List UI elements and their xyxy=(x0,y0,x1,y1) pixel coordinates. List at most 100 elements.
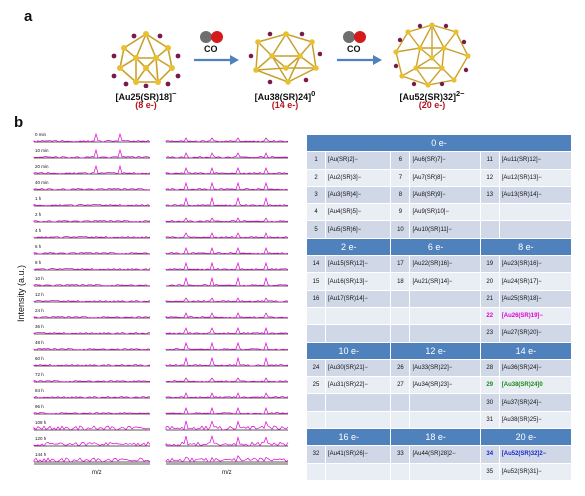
table-row: 25 [Au31(SR)22]− 27 [Au34(SR)23]− 29 [Au… xyxy=(306,376,573,395)
table-cell: 6 xyxy=(390,151,411,170)
time-label: 12 h xyxy=(35,292,44,297)
table-cell xyxy=(409,462,481,481)
table-cell: [Au16(SR)13]− xyxy=(324,272,392,291)
table-header-row: 16 e- 18 e- 20 e- xyxy=(305,428,573,447)
table-cell: [Au23(SR)16]− xyxy=(498,255,573,274)
table-cell: 27 xyxy=(390,376,411,395)
table-row: 5 [Au5(SR)6]− 10 [Au10(SR)11]− xyxy=(306,220,573,239)
spectrum-trace xyxy=(165,455,289,463)
table-cell xyxy=(390,410,411,430)
table-cell: [Au8(SR)9]− xyxy=(409,185,481,205)
spectrum-trace xyxy=(33,380,151,383)
spectrum-trace xyxy=(165,166,289,175)
time-label: 60 h xyxy=(35,356,44,361)
table-cell xyxy=(324,324,392,343)
time-label: 8 h xyxy=(35,260,42,265)
table-header-cell: 14 e- xyxy=(479,341,573,360)
table-row: 22 [Au26(SR)19]− xyxy=(306,306,573,326)
table-cell-highlight: [Au52(SR)32]2− xyxy=(498,445,573,464)
spectrum-trace xyxy=(33,363,151,367)
table-header-cell: 12 e- xyxy=(390,341,481,360)
table-header-cell: 0 e- xyxy=(306,133,572,153)
table-cell-highlight: [Au38(SR)24]0 xyxy=(498,376,573,395)
spectrum-trace xyxy=(165,356,289,367)
spectrum-trace xyxy=(33,441,151,447)
table-cell: 18 xyxy=(390,272,411,291)
table-cell: [Au15(SR)12]− xyxy=(324,255,392,274)
table-row: 23 [Au27(SR)20]− xyxy=(306,324,573,343)
table-header-cell: 8 e- xyxy=(479,237,573,257)
time-label: 10 h xyxy=(35,276,44,281)
spectrum-trace xyxy=(33,252,151,255)
spectrum-trace xyxy=(165,392,289,399)
table-cell xyxy=(498,203,573,222)
spectrum-trace xyxy=(165,341,289,351)
table-cell xyxy=(324,393,392,412)
co-molecule-icon xyxy=(343,31,366,43)
spectrum-trace xyxy=(165,420,289,431)
table-cell: [Au44(SR)28]2− xyxy=(409,445,481,464)
table-header-cell: 18 e- xyxy=(390,428,481,447)
spectrum-trace xyxy=(165,196,289,207)
table-cell: [Au25(SR)18]− xyxy=(498,289,573,308)
spectrum-trace xyxy=(33,425,151,431)
table-cell xyxy=(498,220,573,239)
table-cell: 15 xyxy=(306,272,326,291)
table-cell xyxy=(390,306,411,326)
time-label: 1 h xyxy=(35,196,42,201)
x-axis-label-right: m/z xyxy=(222,470,232,476)
table-row: 15 [Au16(SR)13]− 18 [Au21(SR)14]− 20 [Au… xyxy=(306,272,573,291)
spectrum-trace xyxy=(165,137,289,143)
time-label: 144 h xyxy=(35,452,47,457)
table-cell: [Au3(SR)4]− xyxy=(324,185,392,205)
right-arrow-icon xyxy=(194,55,239,65)
table-cell xyxy=(306,324,326,343)
spectrum-trace xyxy=(165,181,289,191)
spectrum-trace xyxy=(33,395,151,399)
spectrum-trace xyxy=(165,217,289,223)
table-cell-highlight: 22 xyxy=(479,306,500,326)
table-cell: [Au22(SR)16]− xyxy=(409,255,481,274)
table-row: 4 [Au4(SR)5]− 9 [Au9(SR)10]− xyxy=(306,203,573,222)
table-cell: [Au9(SR)10]− xyxy=(409,203,481,222)
time-label: 24 h xyxy=(35,308,44,313)
table-cell: 19 xyxy=(479,255,500,274)
table-cell: 5 xyxy=(306,220,326,239)
table-cell: 9 xyxy=(390,203,411,222)
time-label: 108 h xyxy=(35,420,47,425)
x-axis-label-left: m/z xyxy=(92,470,102,476)
spectrum-trace xyxy=(33,348,151,351)
spectrum-trace xyxy=(165,434,289,447)
table-cell: [Au13(SR)14]− xyxy=(498,185,573,205)
table-cell: 8 xyxy=(390,185,411,205)
y-axis-label: Intensity (a.u.) xyxy=(16,264,26,322)
table-cell: [Au36(SR)24]− xyxy=(498,358,573,378)
table-cell-highlight: 29 xyxy=(479,376,500,395)
spectrum-trace xyxy=(165,377,289,383)
assignment-table: 0 e- 1 [Au(SR)2]− 6 [Au6(SR)7]− 11 [Au11… xyxy=(305,133,573,481)
cluster-2-electrons: (14 e-) xyxy=(271,100,299,110)
table-cell: 11 xyxy=(479,151,500,170)
table-cell xyxy=(479,220,500,239)
spectrum-trace xyxy=(33,235,151,239)
table-cell xyxy=(390,289,411,308)
table-cell: [Au4(SR)5]− xyxy=(324,203,392,222)
table-row: 32 [Au41(SR)26]− 33 [Au44(SR)28]2− 34 [A… xyxy=(306,445,573,464)
table-cell: [Au41(SR)26]− xyxy=(324,445,392,464)
table-row: 14 [Au15(SR)12]− 17 [Au22(SR)16]− 19 [Au… xyxy=(306,255,573,274)
spectrum-trace xyxy=(33,188,151,191)
spectrum-trace xyxy=(165,297,289,303)
table-cell: 1 xyxy=(306,151,326,170)
table-cell: 30 xyxy=(479,393,500,412)
table-cell xyxy=(324,462,392,481)
table-cell: 24 xyxy=(306,358,326,378)
spectrum-trace xyxy=(33,316,151,319)
table-cell: 12 xyxy=(479,168,500,187)
table-cell xyxy=(324,410,392,430)
spectrum-trace xyxy=(33,203,151,207)
time-label: 120 h xyxy=(35,436,47,441)
table-cell: [Au2(SR)3]− xyxy=(324,168,392,187)
table-cell: [Au6(SR)7]− xyxy=(409,151,481,170)
time-label: 96 h xyxy=(35,404,44,409)
table-cell xyxy=(409,393,481,412)
